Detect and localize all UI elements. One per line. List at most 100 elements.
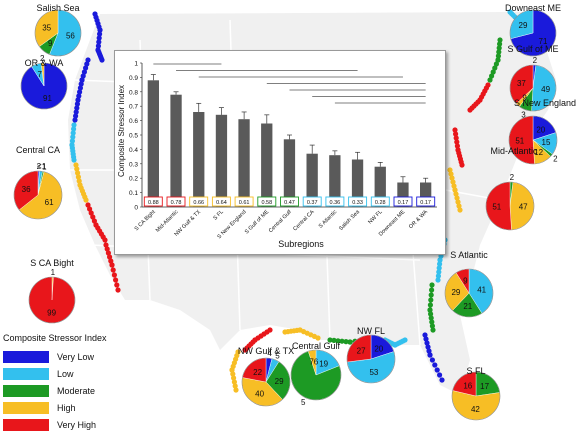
site-dot [487, 77, 493, 83]
pie-value-label: 47 [519, 202, 528, 211]
site-dot [85, 57, 91, 63]
value-label-box [166, 196, 186, 207]
site-dot [74, 105, 80, 111]
pie-value-labels: 2 47 51 [492, 173, 528, 211]
site-dot [495, 53, 501, 59]
site-dot [448, 171, 454, 177]
site-dot [79, 77, 85, 83]
bar [193, 112, 205, 207]
site-dot [432, 362, 438, 368]
y-tick-label: 0.3 [129, 161, 138, 168]
pie-value-label: 2 [553, 155, 558, 164]
pie-value-labels: 91 7 2 [37, 54, 52, 103]
site-dot [467, 107, 473, 113]
pie-title: Central Gulf [291, 341, 341, 351]
site-dot [71, 122, 77, 128]
site-dot [437, 372, 443, 378]
site-dot [429, 323, 435, 329]
pie-value-label: 12 [534, 148, 543, 157]
pie-value-label: 2 [37, 162, 42, 171]
value-label: 0.28 [375, 200, 386, 206]
pie-2: 91 7 2 [20, 54, 68, 110]
site-dot [75, 97, 81, 103]
site-dot [449, 175, 455, 181]
site-dot [71, 157, 77, 163]
pie-value-label: 29 [451, 288, 460, 297]
pie-value-label: 3 [521, 110, 526, 119]
value-label: 0.61 [239, 200, 250, 206]
pie-value-label: 7 [37, 70, 42, 79]
site-dot [83, 197, 89, 203]
value-label: 0.66 [193, 200, 204, 206]
site-dot [437, 257, 443, 263]
category-label: S CA Bight [134, 209, 157, 232]
y-tick-label: 0.5 [129, 133, 138, 140]
site-dot [450, 179, 456, 185]
pie-value-label: 41 [477, 285, 486, 294]
site-dot [69, 138, 75, 144]
y-tick-label: 0.7 [129, 104, 138, 111]
category-label: S Gulf of ME [244, 209, 271, 236]
site-dot [454, 195, 460, 201]
site-dot [85, 202, 91, 208]
site-dot [452, 187, 458, 193]
site-dot [428, 315, 434, 321]
site-dot [492, 65, 498, 71]
bar-chart: Composite Stressor Index Subregions 0 0.1… [117, 61, 437, 249]
y-tick-label: 0.8 [129, 89, 138, 96]
legend-label: Very High [57, 419, 97, 430]
pie-title: Central CA [15, 145, 61, 155]
bar [170, 94, 182, 207]
site-dot [114, 282, 120, 288]
y-axis-label: Composite Stressor Index [117, 85, 126, 177]
pie-value-label: 2 [40, 54, 45, 63]
site-dot [233, 387, 239, 393]
site-dot [83, 65, 89, 71]
pie-value-label: 9 [463, 276, 468, 285]
site-dot [436, 265, 442, 271]
legend-swatch [3, 350, 49, 363]
pie-title: OR & WA [24, 58, 64, 68]
pie-10: 20 53 27 [346, 334, 396, 384]
bar-chart-inset: Composite Stressor Index Subregions 0 0.1… [114, 50, 446, 255]
pie-value-label: 21 [463, 302, 472, 311]
value-label-box [143, 196, 163, 207]
site-dot [427, 307, 433, 313]
pie-value-label: 2 [533, 56, 538, 65]
legend-swatch [3, 401, 49, 414]
pie-value-label: 61 [45, 198, 54, 207]
value-label: 0.17 [420, 200, 431, 206]
site-dot [493, 61, 499, 67]
bar [374, 166, 386, 207]
pie-value-label: 15 [542, 138, 551, 147]
site-dot [429, 287, 435, 293]
pie-value-label: 53 [369, 368, 378, 377]
site-dot [453, 135, 459, 141]
pie-outline [290, 349, 342, 401]
pie-5: 71 29 [509, 9, 557, 57]
pie-title: S Gulf of ME [507, 44, 559, 54]
pie-value-label: 29 [519, 21, 528, 30]
bar [306, 153, 318, 207]
pie-value-label: 51 [515, 136, 524, 145]
pie-value-labels: 56 9 35 [42, 23, 75, 48]
pie-outline [34, 9, 82, 57]
pie-title: NW Gulf & TX [237, 346, 295, 356]
legend-item: Moderate [3, 384, 95, 397]
site-dot [454, 139, 460, 145]
site-dot [496, 45, 502, 51]
value-label: 0.17 [398, 200, 409, 206]
site-dot [425, 344, 431, 350]
site-dot [347, 339, 353, 345]
legend-item: Very High [3, 418, 96, 431]
site-dot [428, 311, 434, 317]
site-dot [424, 340, 430, 346]
y-tick-label: 0.2 [129, 176, 138, 183]
site-dot [422, 332, 428, 338]
site-dot [242, 347, 248, 353]
site-dot [72, 117, 78, 123]
site-dot [88, 210, 94, 216]
legend-label: High [57, 402, 76, 413]
pie-title: S New England [513, 98, 577, 108]
site-dot [451, 183, 457, 189]
